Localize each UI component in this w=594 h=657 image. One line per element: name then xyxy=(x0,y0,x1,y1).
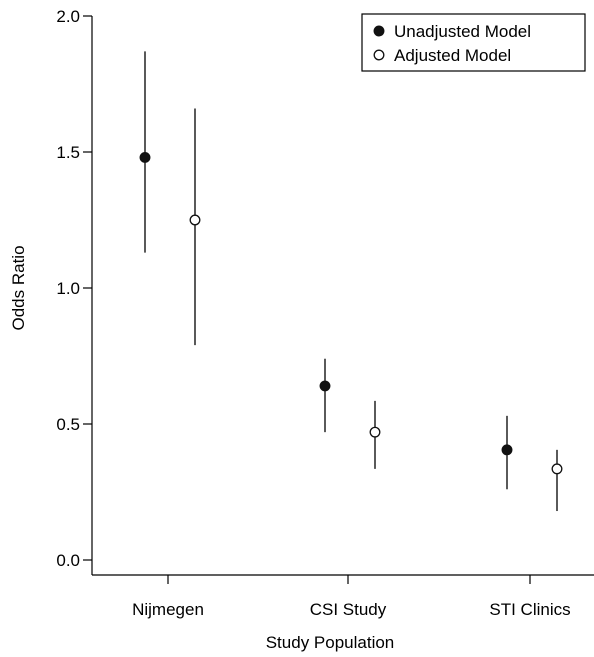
y-axis-title: Odds Ratio xyxy=(9,245,28,330)
adjusted-point xyxy=(369,426,381,438)
x-axis-title: Study Population xyxy=(266,633,395,652)
unadjusted-point xyxy=(501,444,513,456)
y-tick-label: 1.5 xyxy=(56,143,80,162)
legend-label: Unadjusted Model xyxy=(394,22,531,41)
y-tick-label: 0.0 xyxy=(56,551,80,570)
legend-box xyxy=(361,13,586,72)
y-tick-label: 0.5 xyxy=(56,415,80,434)
legend-label: Adjusted Model xyxy=(394,46,511,65)
legend: Unadjusted Model Adjusted Model xyxy=(361,13,586,72)
adjusted-point xyxy=(551,463,563,475)
adjusted-point xyxy=(189,214,201,226)
y-tick-label: 2.0 xyxy=(56,7,80,26)
unadjusted-point xyxy=(319,380,331,392)
y-tick-label: 1.0 xyxy=(56,279,80,298)
data-marks xyxy=(139,51,563,512)
x-tick-label: STI Clinics xyxy=(489,600,570,619)
x-tick-label: Nijmegen xyxy=(132,600,204,619)
legend-adjusted-marker xyxy=(373,49,385,61)
x-tick-label: CSI Study xyxy=(310,600,387,619)
axes: 0.0 0.5 1.0 1.5 2.0 Nijmegen CSI Study STI Clin… xyxy=(56,7,594,619)
unadjusted-point xyxy=(139,151,151,163)
legend-unadjusted-marker xyxy=(373,25,385,37)
